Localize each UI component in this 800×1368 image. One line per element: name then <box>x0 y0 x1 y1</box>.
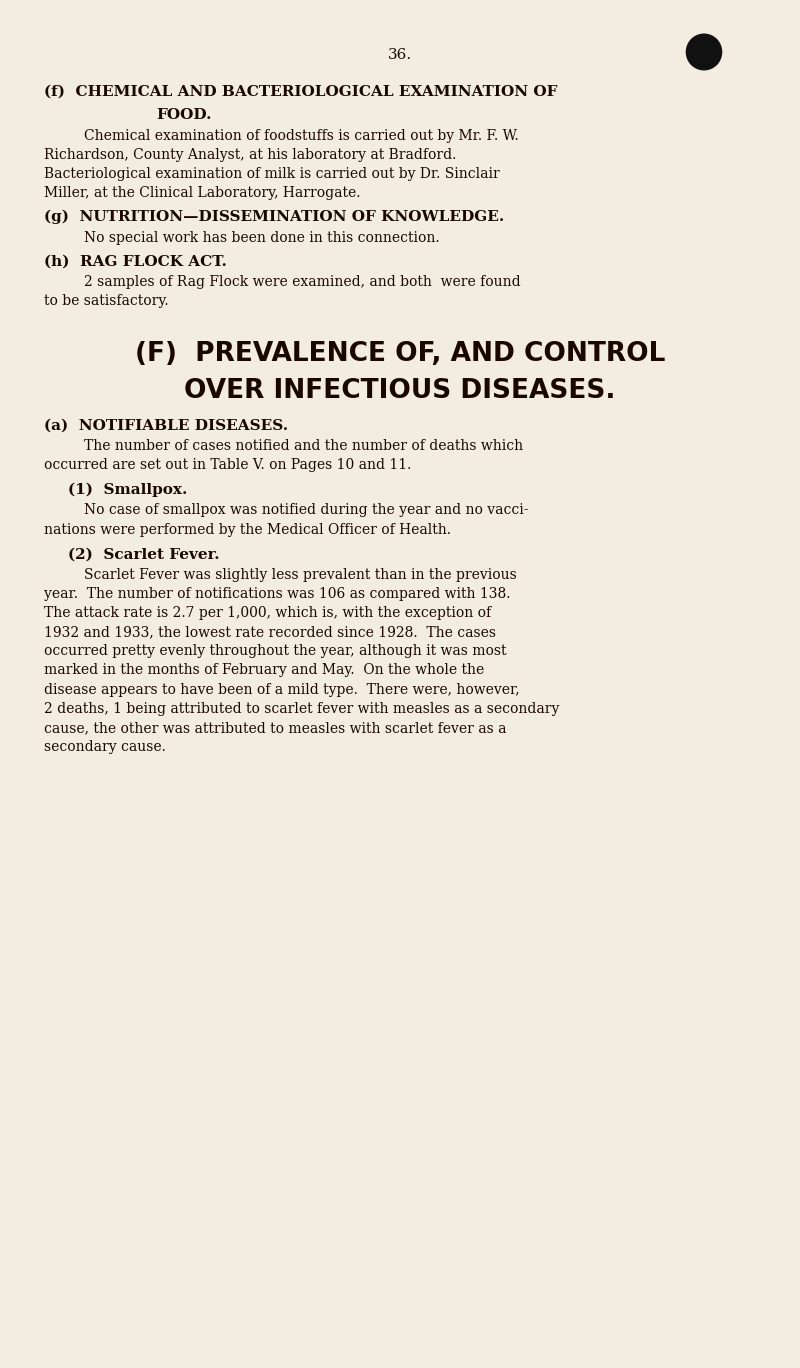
Text: Richardson, County Analyst, at his laboratory at Bradford.: Richardson, County Analyst, at his labor… <box>44 148 456 161</box>
Text: (a)  NOTIFIABLE DISEASES.: (a) NOTIFIABLE DISEASES. <box>44 419 288 432</box>
Text: 36.: 36. <box>388 48 412 62</box>
Text: Chemical examination of foodstuffs is carried out by Mr. F. W.: Chemical examination of foodstuffs is ca… <box>84 129 518 142</box>
Text: The number of cases notified and the number of deaths which: The number of cases notified and the num… <box>84 439 523 453</box>
Text: 2 deaths, 1 being attributed to scarlet fever with measles as a secondary: 2 deaths, 1 being attributed to scarlet … <box>44 702 559 715</box>
Text: (f)  CHEMICAL AND BACTERIOLOGICAL EXAMINATION OF: (f) CHEMICAL AND BACTERIOLOGICAL EXAMINA… <box>44 85 558 98</box>
Ellipse shape <box>686 34 722 70</box>
Text: (1)  Smallpox.: (1) Smallpox. <box>68 483 187 498</box>
Text: (2)  Scarlet Fever.: (2) Scarlet Fever. <box>68 547 220 561</box>
Text: Scarlet Fever was slightly less prevalent than in the previous: Scarlet Fever was slightly less prevalen… <box>84 568 517 581</box>
Text: FOOD.: FOOD. <box>156 108 211 122</box>
Text: disease appears to have been of a mild type.  There were, however,: disease appears to have been of a mild t… <box>44 683 520 696</box>
Text: (g)  NUTRITION—DISSEMINATION OF KNOWLEDGE.: (g) NUTRITION—DISSEMINATION OF KNOWLEDGE… <box>44 209 504 224</box>
Text: occurred pretty evenly throughout the year, although it was most: occurred pretty evenly throughout the ye… <box>44 644 506 658</box>
Text: No special work has been done in this connection.: No special work has been done in this co… <box>84 231 440 245</box>
Text: (h)  RAG FLOCK ACT.: (h) RAG FLOCK ACT. <box>44 254 227 268</box>
Text: 1932 and 1933, the lowest rate recorded since 1928.  The cases: 1932 and 1933, the lowest rate recorded … <box>44 625 496 639</box>
Text: marked in the months of February and May.  On the whole the: marked in the months of February and May… <box>44 663 484 677</box>
Text: 2 samples of Rag Flock were examined, and both  were found: 2 samples of Rag Flock were examined, an… <box>84 275 521 289</box>
Text: nations were performed by the Medical Officer of Health.: nations were performed by the Medical Of… <box>44 523 451 536</box>
Text: The attack rate is 2.7 per 1,000, which is, with the exception of: The attack rate is 2.7 per 1,000, which … <box>44 606 491 620</box>
Text: OVER INFECTIOUS DISEASES.: OVER INFECTIOUS DISEASES. <box>184 378 616 404</box>
Text: occurred are set out in Table V. on Pages 10 and 11.: occurred are set out in Table V. on Page… <box>44 458 411 472</box>
Text: secondary cause.: secondary cause. <box>44 740 166 754</box>
Text: Miller, at the Clinical Laboratory, Harrogate.: Miller, at the Clinical Laboratory, Harr… <box>44 186 361 200</box>
Text: year.  The number of notifications was 106 as compared with 138.: year. The number of notifications was 10… <box>44 587 510 601</box>
Text: No case of smallpox was notified during the year and no vacci-: No case of smallpox was notified during … <box>84 503 529 517</box>
Text: to be satisfactory.: to be satisfactory. <box>44 294 169 308</box>
Text: (F)  PREVALENCE OF, AND CONTROL: (F) PREVALENCE OF, AND CONTROL <box>135 341 665 367</box>
Text: cause, the other was attributed to measles with scarlet fever as a: cause, the other was attributed to measl… <box>44 721 506 735</box>
Text: Bacteriological examination of milk is carried out by Dr. Sinclair: Bacteriological examination of milk is c… <box>44 167 500 181</box>
